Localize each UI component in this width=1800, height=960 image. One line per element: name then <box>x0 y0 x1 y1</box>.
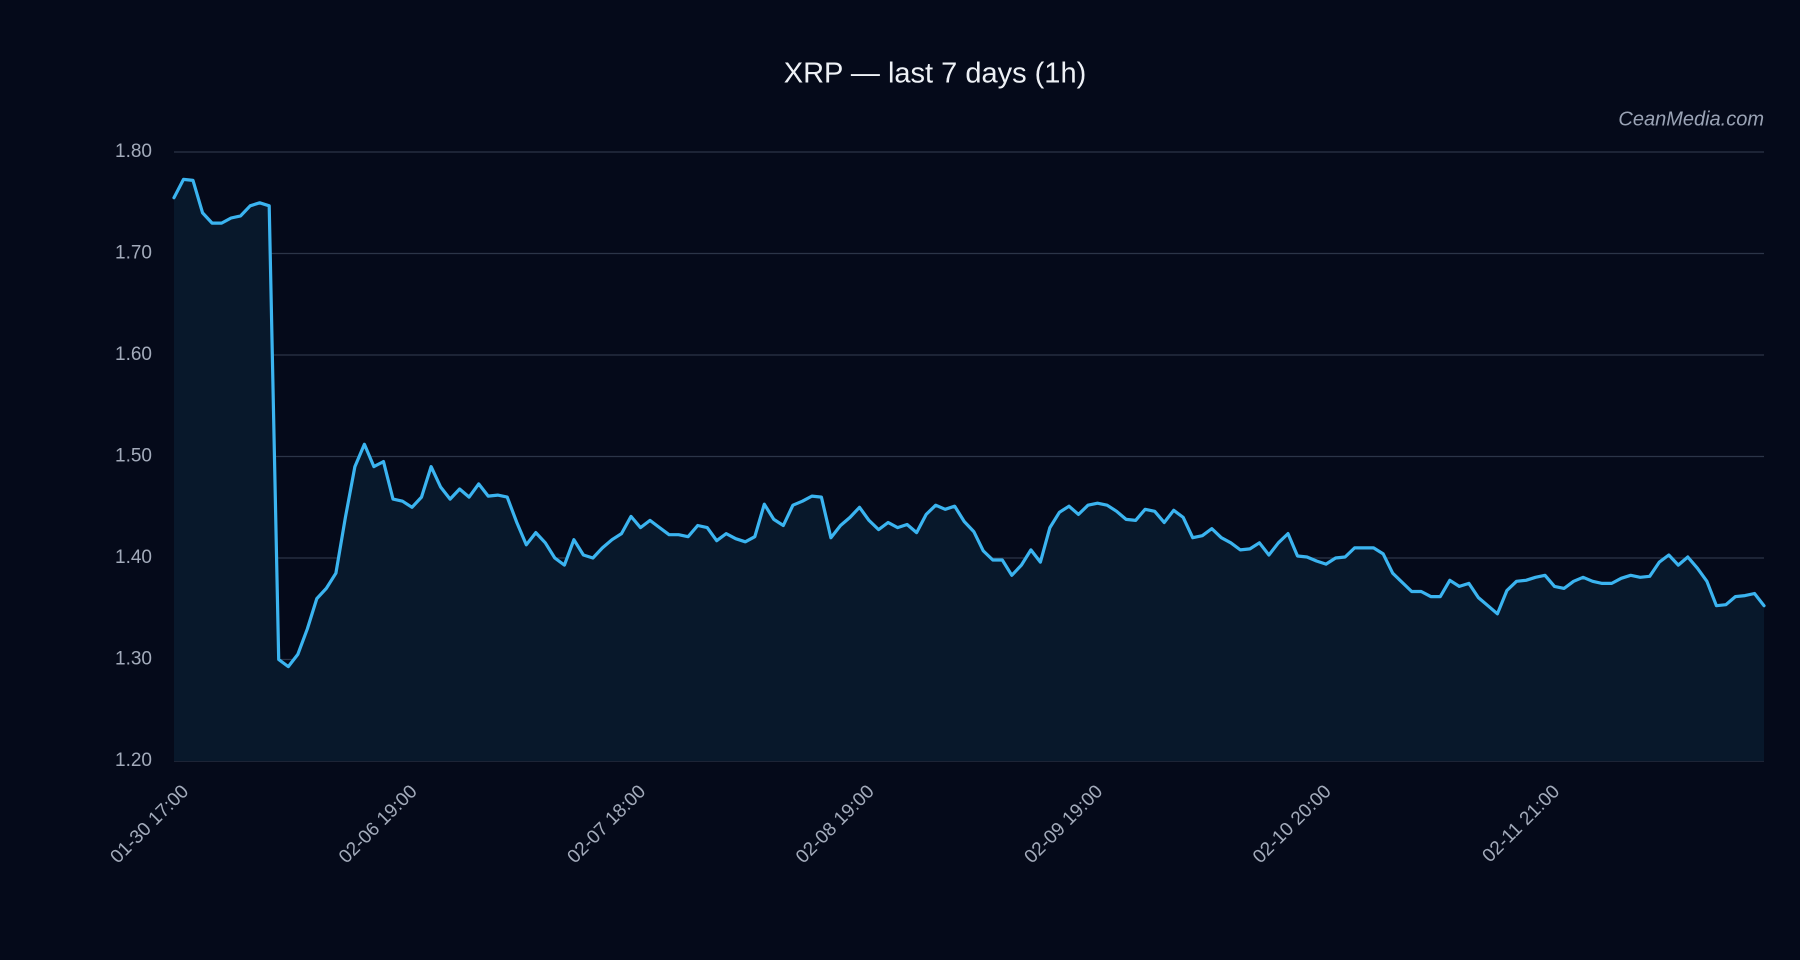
y-tick-label: 1.70 <box>115 243 152 264</box>
price-line <box>172 177 1766 669</box>
chart-title: XRP — last 7 days (1h) <box>784 58 1086 90</box>
y-tick-label: 1.20 <box>115 750 152 771</box>
y-tick-label: 1.60 <box>115 344 152 365</box>
watermark: CeanMedia.com <box>1618 108 1764 130</box>
y-tick-label: 1.40 <box>115 547 152 568</box>
y-tick-label: 1.50 <box>115 446 152 467</box>
area <box>174 179 1764 761</box>
y-tick-label: 1.30 <box>115 649 152 670</box>
y-tick-label: 1.80 <box>115 141 152 162</box>
